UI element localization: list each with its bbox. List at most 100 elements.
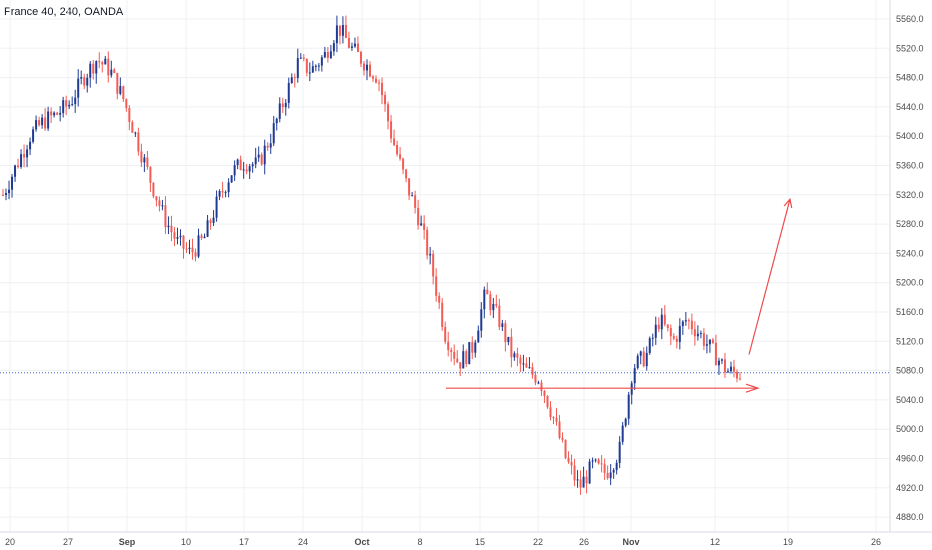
- time-tick-label: 8: [417, 537, 422, 547]
- candle: [498, 298, 501, 331]
- candle: [384, 91, 387, 112]
- candle: [717, 357, 720, 376]
- candle: [426, 226, 429, 260]
- candle: [290, 73, 293, 84]
- candle: [89, 61, 92, 88]
- candle: [417, 199, 420, 230]
- candle: [338, 25, 341, 45]
- candle: [323, 46, 326, 59]
- candle: [341, 16, 344, 44]
- candle: [657, 317, 660, 333]
- candle: [660, 308, 663, 340]
- candle: [492, 297, 495, 319]
- candle: [396, 140, 399, 157]
- time-tick-label: 24: [298, 537, 308, 547]
- candle: [302, 54, 305, 62]
- candle: [489, 290, 492, 316]
- candle: [429, 246, 432, 265]
- candle: [188, 239, 191, 255]
- price-tick-label: 5120.0: [896, 336, 924, 346]
- candle: [729, 361, 732, 374]
- candle: [77, 69, 80, 107]
- candle: [365, 59, 368, 81]
- candle: [32, 126, 35, 144]
- candle: [311, 60, 314, 73]
- price-axis[interactable]: 5560.0 5520.0 5480.0 5440.0 5400.0 5360.0 5320…: [896, 14, 924, 522]
- candle: [636, 353, 639, 370]
- candle: [179, 229, 182, 246]
- price-tick-label: 5240.0: [896, 248, 924, 258]
- candle: [329, 44, 332, 59]
- candle: [732, 359, 735, 378]
- candle: [642, 347, 645, 368]
- candle: [254, 147, 257, 169]
- candle: [98, 52, 101, 69]
- candle: [59, 105, 62, 122]
- candle: [447, 331, 450, 357]
- candle: [543, 389, 546, 403]
- time-tick-label: 12: [710, 537, 720, 547]
- candle: [480, 302, 483, 338]
- candle: [185, 242, 188, 254]
- candle: [450, 347, 453, 362]
- candle: [350, 42, 353, 51]
- candle: [269, 133, 272, 154]
- candle: [320, 55, 323, 72]
- candle: [293, 73, 296, 88]
- candle: [684, 311, 687, 326]
- projection-arrow[interactable]: [748, 199, 791, 355]
- candle: [29, 137, 32, 156]
- candle: [122, 85, 125, 102]
- candle: [56, 111, 59, 116]
- candle: [594, 458, 597, 463]
- candle: [495, 294, 498, 309]
- candle: [242, 161, 245, 179]
- candle: [101, 60, 104, 73]
- time-tick-label: 22: [533, 537, 543, 547]
- time-tick-label: 20: [5, 537, 15, 547]
- candle: [167, 216, 170, 235]
- candle: [504, 320, 507, 352]
- candle: [14, 164, 17, 182]
- candle: [305, 58, 308, 77]
- candle: [423, 215, 426, 240]
- time-tick-label: 17: [239, 537, 249, 547]
- candle: [266, 142, 269, 151]
- candle: [720, 358, 723, 364]
- candle: [648, 336, 651, 355]
- candle: [215, 190, 218, 222]
- candle: [182, 234, 185, 259]
- price-tick-label: 5520.0: [896, 43, 924, 53]
- candle: [194, 248, 197, 262]
- candle: [83, 73, 86, 90]
- price-tick-label: 5360.0: [896, 161, 924, 171]
- candle: [393, 129, 396, 147]
- candle: [375, 75, 378, 84]
- candle: [92, 60, 95, 80]
- candle: [203, 233, 206, 239]
- candle: [131, 120, 134, 133]
- candle: [263, 139, 266, 175]
- candle: [86, 73, 89, 93]
- candle: [510, 328, 513, 368]
- candle: [356, 36, 359, 53]
- candle: [71, 96, 74, 107]
- candle: [561, 432, 564, 443]
- candle: [699, 330, 702, 339]
- candle: [633, 363, 636, 391]
- candle: [669, 324, 672, 346]
- candle: [537, 380, 540, 385]
- candle: [125, 98, 128, 112]
- candle: [462, 344, 465, 369]
- price-tick-label: 5440.0: [896, 102, 924, 112]
- candle: [546, 395, 549, 409]
- time-axis[interactable]: 20 27 Sep 10 17 24 Oct 8 15 22 26 Nov 12 19 26: [5, 537, 881, 547]
- candle: [378, 79, 381, 92]
- candle: [549, 401, 552, 421]
- projection-arrowhead: [783, 197, 793, 209]
- candle: [726, 368, 729, 373]
- support-arrowhead: [745, 383, 760, 393]
- time-tick-label: Oct: [354, 537, 369, 547]
- candle: [438, 292, 441, 310]
